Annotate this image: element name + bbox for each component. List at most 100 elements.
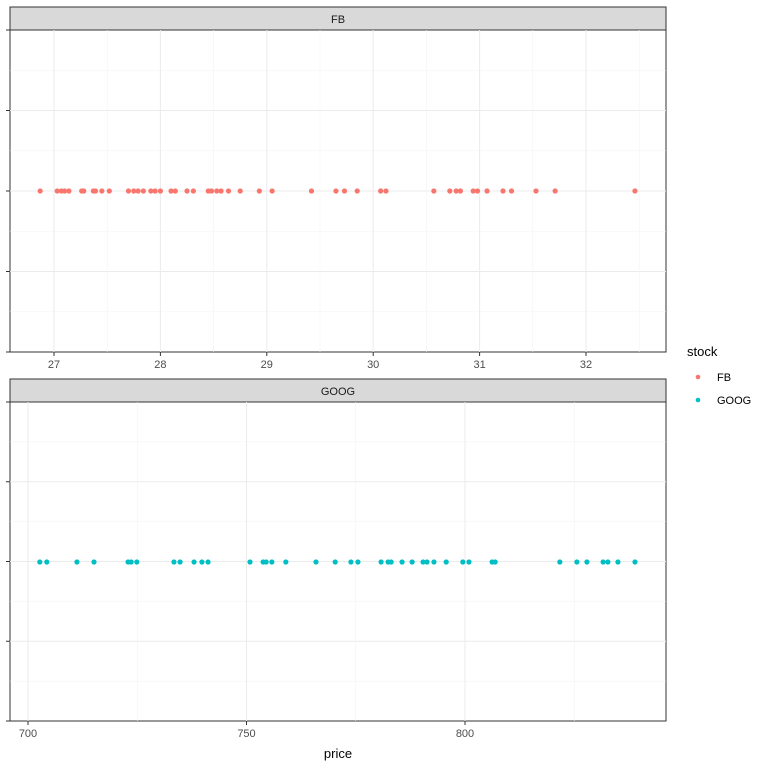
- data-point: [557, 559, 563, 565]
- data-point: [190, 188, 196, 194]
- data-point: [492, 559, 498, 565]
- data-point: [584, 559, 590, 565]
- data-point: [135, 188, 141, 194]
- data-point: [383, 188, 389, 194]
- data-point: [184, 188, 190, 194]
- x-axis-fb: 27 28 29 30 31 32: [48, 352, 592, 371]
- strip-goog-label: GOOG: [321, 386, 355, 398]
- data-point: [269, 188, 275, 194]
- x-tick-label: 31: [473, 359, 485, 371]
- data-point: [332, 559, 338, 565]
- strip-fb-label: FB: [331, 14, 345, 26]
- data-point: [177, 559, 183, 565]
- data-point: [484, 188, 490, 194]
- x-tick-label: 700: [19, 728, 37, 740]
- data-point: [399, 559, 405, 565]
- data-point: [447, 188, 453, 194]
- data-point: [225, 188, 232, 194]
- data-point: [205, 559, 211, 565]
- data-point: [388, 559, 394, 565]
- data-point: [615, 559, 621, 565]
- data-point: [341, 188, 348, 194]
- legend: stock FB GOOG: [687, 344, 751, 407]
- data-point: [237, 188, 243, 194]
- data-point: [37, 188, 43, 194]
- data-point: [157, 188, 163, 194]
- data-point: [605, 559, 611, 565]
- data-point: [256, 188, 262, 194]
- data-point: [474, 188, 481, 194]
- data-point: [533, 188, 539, 194]
- gridlines-goog: [10, 402, 666, 721]
- data-point: [313, 559, 319, 565]
- data-point: [409, 559, 415, 565]
- data-point: [574, 559, 580, 565]
- x-tick-label: 27: [48, 359, 60, 371]
- data-point: [431, 559, 437, 565]
- points-goog: [37, 559, 638, 565]
- legend-fb-label: FB: [717, 372, 731, 384]
- x-tick-label: 28: [154, 359, 166, 371]
- legend-goog-label: GOOG: [717, 395, 751, 407]
- data-point: [460, 559, 466, 565]
- data-point: [308, 188, 315, 194]
- data-point: [91, 559, 97, 565]
- data-point: [470, 188, 476, 194]
- x-tick-label: 29: [261, 359, 273, 371]
- data-point: [453, 188, 459, 194]
- data-point: [378, 188, 384, 194]
- data-point: [247, 559, 253, 565]
- data-point: [191, 559, 197, 565]
- data-point: [37, 559, 43, 565]
- data-point: [92, 188, 99, 194]
- data-point: [355, 559, 361, 565]
- data-point: [457, 188, 464, 194]
- x-tick-label: 750: [237, 728, 255, 740]
- data-point: [283, 559, 289, 565]
- legend-title: stock: [687, 344, 718, 359]
- x-axis-title: price: [324, 746, 352, 761]
- y-ticks-fb: [6, 29, 10, 353]
- data-point: [54, 188, 60, 194]
- data-point: [81, 188, 87, 194]
- data-point: [99, 188, 105, 194]
- legend-fb-key-icon: [695, 374, 701, 380]
- data-point: [431, 188, 437, 194]
- data-point: [131, 188, 137, 194]
- data-point: [134, 559, 140, 565]
- x-tick-label: 30: [367, 359, 379, 371]
- data-point: [208, 188, 215, 194]
- data-point: [500, 188, 506, 194]
- data-point: [348, 559, 354, 565]
- data-point: [148, 188, 154, 194]
- panel-goog: GOOG 700 750 800: [6, 378, 667, 740]
- x-tick-label: 32: [580, 359, 592, 371]
- data-point: [218, 188, 224, 194]
- data-point: [128, 559, 134, 565]
- y-ticks-goog: [6, 401, 10, 722]
- data-point: [66, 188, 72, 194]
- legend-goog-key-icon: [695, 397, 701, 403]
- data-point: [424, 559, 430, 565]
- data-point: [269, 559, 275, 565]
- data-point: [466, 559, 472, 565]
- data-point: [508, 188, 515, 194]
- data-point: [140, 188, 146, 194]
- points-fb: [37, 188, 638, 194]
- data-point: [44, 559, 50, 565]
- panel-fb: FB 27 28 29 30 31 32: [6, 6, 667, 371]
- data-point: [74, 559, 80, 565]
- data-point: [632, 559, 638, 565]
- data-point: [354, 188, 360, 194]
- data-point: [420, 559, 426, 565]
- x-axis-goog: 700 750 800: [19, 721, 474, 740]
- data-point: [600, 559, 606, 565]
- data-point: [152, 188, 158, 194]
- x-tick-label: 800: [456, 728, 474, 740]
- data-point: [62, 188, 68, 194]
- data-point: [199, 559, 205, 565]
- data-point: [632, 188, 638, 194]
- data-point: [106, 188, 112, 194]
- data-point: [125, 188, 132, 194]
